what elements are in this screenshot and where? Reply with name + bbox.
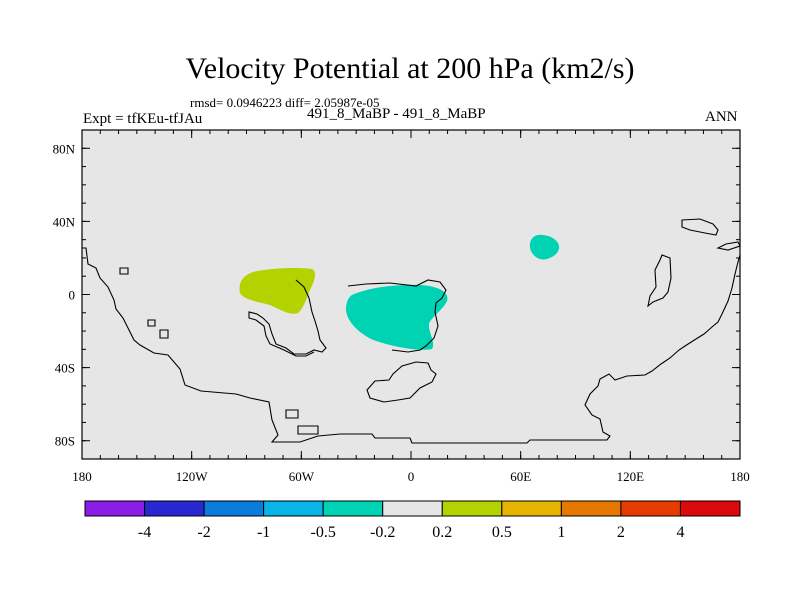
colorbar-swatch xyxy=(560,500,622,517)
colorbar-swatch xyxy=(679,500,741,517)
colorbar-label: -1 xyxy=(257,524,270,541)
coastline-south-america xyxy=(248,279,327,357)
season-label: ANN xyxy=(705,109,738,125)
coastline-americas xyxy=(82,247,741,444)
colorbar-swatch xyxy=(382,500,443,517)
positive-anomaly-region xyxy=(239,268,316,314)
colorbar-swatch xyxy=(203,500,265,517)
colorbar-label: -0.2 xyxy=(370,524,395,541)
colorbar-swatch xyxy=(501,500,562,517)
colorbar-label: 2 xyxy=(617,524,625,541)
colorbar-swatch xyxy=(620,500,681,517)
x-tick-label: 120W xyxy=(176,469,209,484)
x-tick-label: 60E xyxy=(510,469,531,484)
plot-title: Velocity Potential at 200 hPa (km2/s) xyxy=(185,52,635,85)
x-tick-label: 180 xyxy=(730,469,750,484)
colorbar-swatch xyxy=(322,500,384,517)
coastline-antarctic-island xyxy=(366,361,437,403)
negative-anomaly-region-tropics xyxy=(345,284,448,350)
island-outline-4 xyxy=(285,409,299,419)
experiment-label: Expt = tfKEu-tfJAu xyxy=(83,111,203,127)
island-outline-3 xyxy=(159,329,169,339)
island-outline-5 xyxy=(297,425,319,435)
coastline-east-asia xyxy=(716,241,741,251)
colorbar-swatch xyxy=(144,500,205,517)
colorbar-swatch xyxy=(263,500,324,517)
y-tick-label: 80S xyxy=(55,434,75,449)
y-tick-label: 80N xyxy=(53,141,76,156)
colorbar-label: -0.5 xyxy=(311,524,336,541)
colorbar-label: 0.2 xyxy=(432,524,452,541)
y-tick-label: 0 xyxy=(69,288,76,303)
coastline-africa xyxy=(347,279,447,353)
y-tick-label: 40N xyxy=(53,214,76,229)
x-tick-label: 180 xyxy=(72,469,92,484)
colorbar-swatch xyxy=(84,500,146,517)
colorbar-label: -2 xyxy=(197,524,210,541)
y-tick-label: 40S xyxy=(55,361,75,376)
rmsd-diff-stats: rmsd= 0.0946223 diff= 2.05987e-05 xyxy=(190,95,380,110)
colorbar-label: -4 xyxy=(138,524,151,541)
colorbar-label: 4 xyxy=(676,524,684,541)
island-outline-1 xyxy=(119,267,129,275)
negative-anomaly-region-asia xyxy=(529,234,560,260)
x-tick-label: 0 xyxy=(408,469,415,484)
coastline-north-pacific xyxy=(681,218,719,236)
colorbar-label: 1 xyxy=(557,524,565,541)
colorbar-swatch xyxy=(441,500,503,517)
colorbar-label: 0.5 xyxy=(492,524,512,541)
case-label: 491_8_MaBP - 491_8_MaBP xyxy=(307,106,486,122)
coastline-asia xyxy=(647,254,672,308)
x-tick-label: 120E xyxy=(617,469,645,484)
island-outline-2 xyxy=(147,319,156,327)
x-tick-label: 60W xyxy=(289,469,315,484)
